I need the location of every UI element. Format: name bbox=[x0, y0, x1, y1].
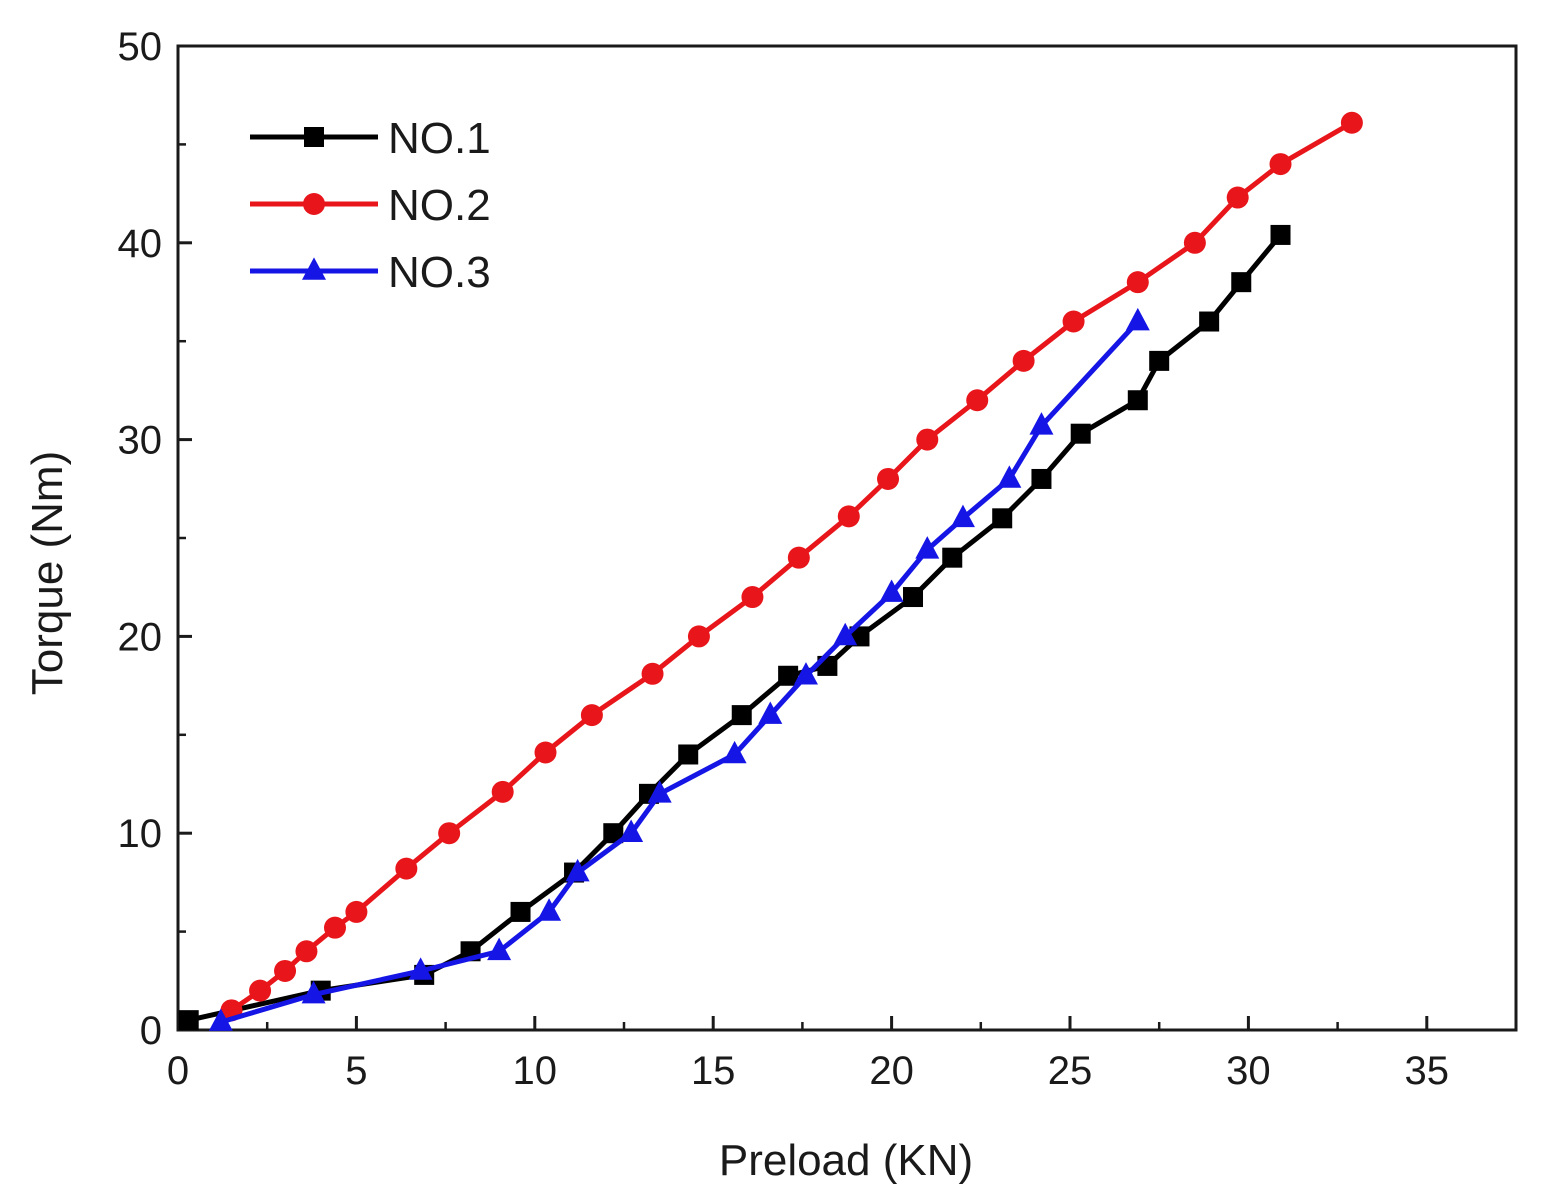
data-point bbox=[916, 428, 939, 451]
legend: NO.1 NO.2 NO.3 bbox=[250, 114, 491, 297]
data-point bbox=[641, 662, 664, 685]
x-tick-label: 25 bbox=[1048, 1049, 1093, 1093]
legend-label: NO.2 bbox=[388, 181, 491, 230]
data-point bbox=[1149, 350, 1170, 371]
x-tick-label: 15 bbox=[691, 1049, 736, 1093]
data-point bbox=[1012, 349, 1035, 372]
data-point bbox=[687, 625, 710, 648]
series-no1 bbox=[178, 224, 1291, 1031]
data-point bbox=[833, 622, 858, 646]
y-tick-label: 0 bbox=[140, 1009, 162, 1053]
data-point bbox=[903, 587, 924, 608]
y-tick-label: 50 bbox=[118, 25, 163, 69]
data-point bbox=[301, 980, 326, 1004]
data-point bbox=[678, 744, 699, 765]
legend-marker bbox=[302, 257, 326, 280]
legend-item: NO.2 bbox=[250, 181, 491, 230]
data-point bbox=[580, 704, 603, 727]
data-point bbox=[741, 586, 764, 609]
data-point bbox=[942, 547, 963, 568]
data-point bbox=[1340, 111, 1363, 134]
data-point bbox=[208, 1008, 233, 1031]
data-point bbox=[1070, 423, 1091, 444]
data-point bbox=[1269, 153, 1292, 176]
data-point bbox=[1031, 468, 1052, 489]
data-point bbox=[793, 662, 818, 685]
legend-item: NO.1 bbox=[250, 114, 491, 163]
series-no3 bbox=[208, 307, 1150, 1031]
data-point bbox=[345, 900, 368, 923]
data-point bbox=[879, 579, 904, 602]
data-point bbox=[565, 858, 590, 882]
data-point bbox=[877, 467, 900, 490]
data-point bbox=[1226, 186, 1249, 209]
x-tick-label: 20 bbox=[869, 1049, 914, 1093]
data-point bbox=[323, 916, 346, 939]
legend-marker bbox=[304, 127, 324, 147]
y-tick-label: 30 bbox=[118, 419, 163, 463]
data-point bbox=[1199, 311, 1220, 332]
data-point bbox=[603, 823, 624, 844]
data-point bbox=[274, 959, 297, 982]
data-point bbox=[950, 504, 975, 528]
legend-item: NO.3 bbox=[250, 248, 491, 297]
series-layer bbox=[178, 111, 1363, 1031]
x-tick-label: 0 bbox=[167, 1049, 189, 1093]
data-point bbox=[997, 465, 1022, 488]
data-point bbox=[1126, 271, 1149, 294]
y-tick-label: 20 bbox=[118, 615, 163, 659]
data-point bbox=[1029, 412, 1054, 435]
data-point bbox=[619, 819, 644, 842]
axes-layer: 0 5 10 15 20 25 30 35 0 10 20 30 40 50 bbox=[118, 25, 1518, 1093]
legend-label: NO.3 bbox=[388, 248, 491, 297]
data-point bbox=[537, 898, 562, 921]
data-point bbox=[787, 546, 810, 569]
data-point bbox=[491, 780, 514, 803]
data-point bbox=[510, 901, 531, 922]
data-point bbox=[1231, 272, 1252, 293]
data-point bbox=[1127, 390, 1148, 411]
x-tick-label: 30 bbox=[1226, 1049, 1271, 1093]
data-point bbox=[778, 665, 799, 686]
x-tick-label: 5 bbox=[345, 1049, 367, 1093]
series-line bbox=[220, 319, 1140, 1025]
data-point bbox=[295, 940, 318, 963]
data-point bbox=[915, 536, 940, 559]
data-point bbox=[1062, 310, 1085, 333]
data-point bbox=[1183, 231, 1206, 254]
y-axis-title: Torque (Nm) bbox=[23, 451, 72, 696]
data-point bbox=[966, 389, 989, 412]
data-point bbox=[758, 701, 783, 724]
legend-label: NO.1 bbox=[388, 114, 491, 163]
y-tick-label: 40 bbox=[118, 222, 163, 266]
y-tick-label: 10 bbox=[118, 812, 163, 856]
x-axis-title: Preload (KN) bbox=[719, 1136, 973, 1185]
data-point bbox=[395, 857, 418, 880]
x-tick-label: 10 bbox=[513, 1049, 558, 1093]
data-point bbox=[647, 780, 672, 803]
data-point bbox=[534, 741, 557, 764]
data-point bbox=[837, 505, 860, 528]
data-point bbox=[1125, 307, 1150, 331]
series-no2 bbox=[220, 111, 1363, 1022]
legend-marker bbox=[303, 193, 325, 215]
x-tick-label: 35 bbox=[1405, 1049, 1450, 1093]
data-point bbox=[249, 979, 272, 1002]
data-point bbox=[438, 822, 461, 845]
data-point bbox=[487, 937, 512, 961]
data-point bbox=[1270, 224, 1291, 245]
data-point bbox=[408, 957, 433, 980]
data-point bbox=[731, 705, 752, 726]
data-point bbox=[992, 508, 1013, 529]
data-point bbox=[178, 1010, 199, 1031]
data-point bbox=[722, 740, 747, 764]
